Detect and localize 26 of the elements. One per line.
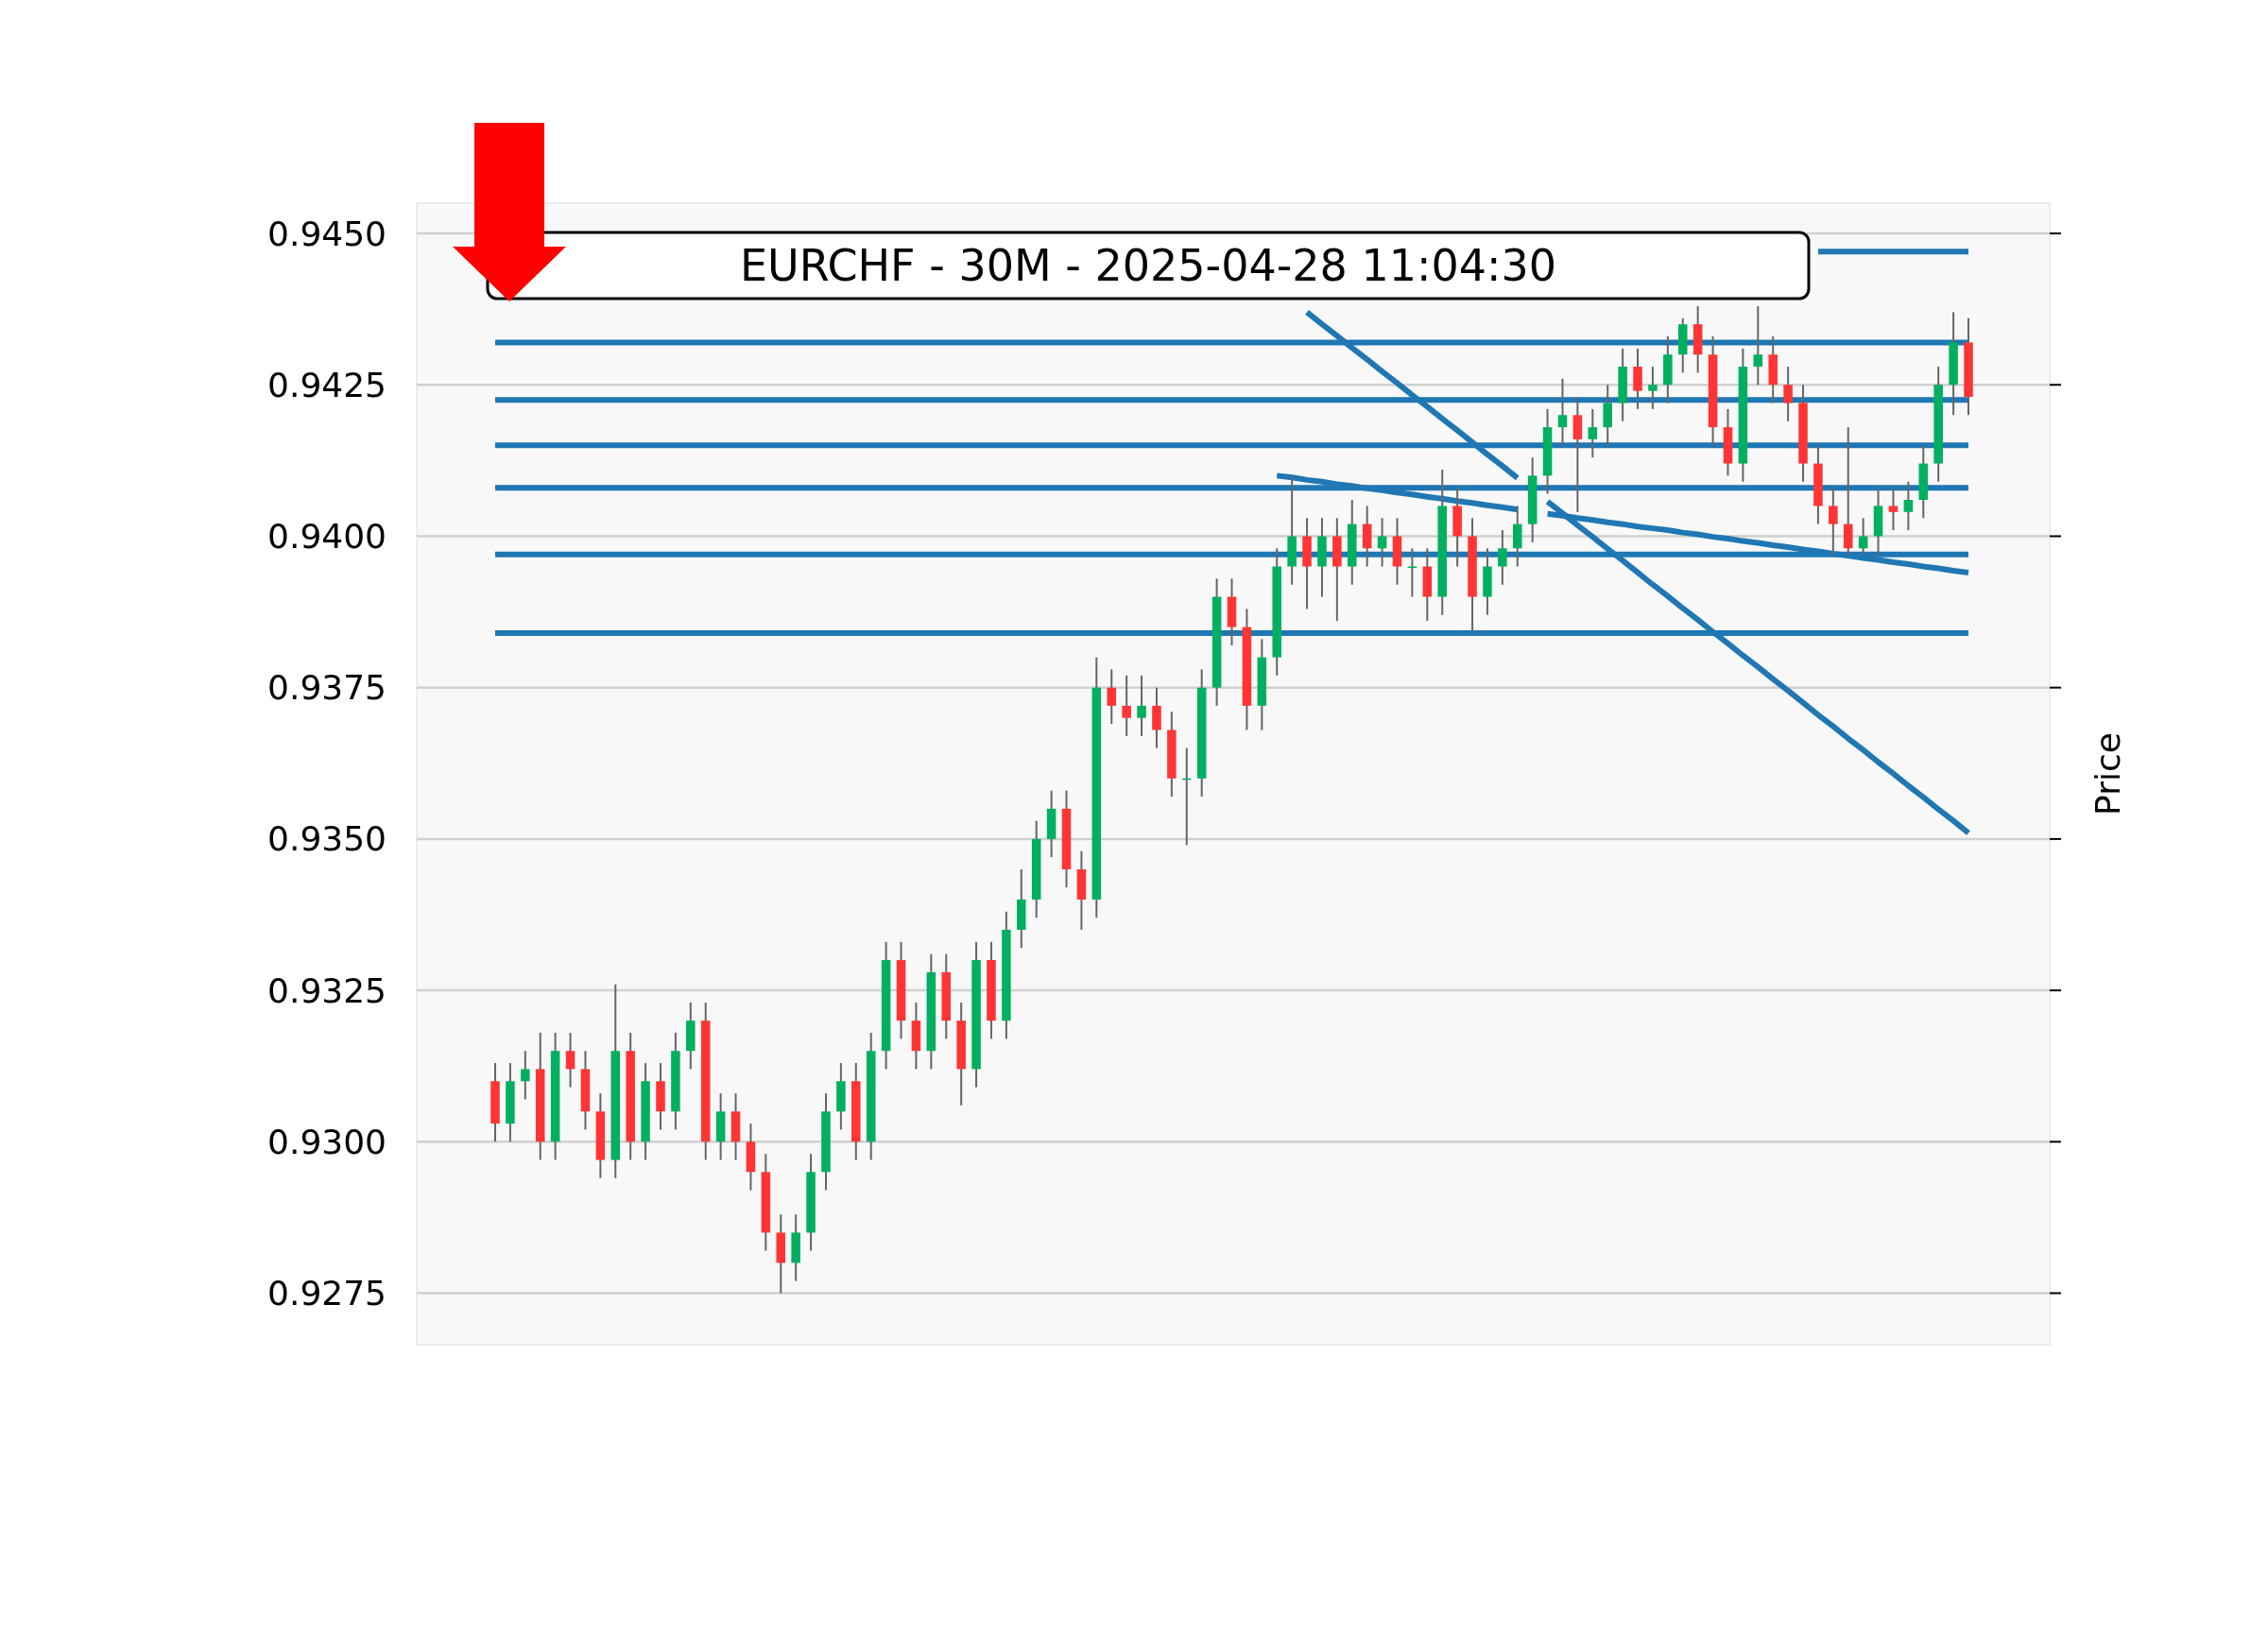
- candlestick: [1829, 487, 1838, 556]
- y-tick-label: 0.9450: [267, 214, 387, 253]
- y-tick-label: 0.9275: [267, 1274, 387, 1313]
- text: EURCHF - 30M - 2025-04-28 11:04:30: [739, 240, 1557, 292]
- candlestick: [565, 1031, 576, 1089]
- y-tick-label: 0.9300: [267, 1122, 387, 1161]
- candlestick: [1107, 668, 1116, 726]
- y-tick-label: 0.9400: [267, 517, 387, 557]
- candlestick: [1783, 366, 1793, 422]
- y-tick-label: 0.9350: [267, 819, 387, 859]
- candlestick: [1753, 304, 1763, 386]
- y-tick-label: 0.9425: [267, 365, 387, 404]
- candlestick: [1137, 674, 1146, 737]
- y-axis-title: Price: [2088, 732, 2127, 815]
- y-tick-label: 0.9325: [267, 970, 387, 1010]
- candlestick: [1588, 407, 1598, 459]
- candlestick: [1557, 377, 1568, 447]
- candlestick: [1903, 480, 1914, 532]
- candlestick: [1858, 517, 1868, 556]
- candlestick: [521, 1050, 530, 1101]
- candlestick: [1122, 674, 1131, 737]
- candlestick: [1498, 529, 1507, 586]
- candlestick: [1888, 487, 1899, 532]
- candlestick: [1377, 517, 1387, 568]
- y-tick-label: 0.9375: [267, 668, 387, 708]
- candlestick: [1648, 366, 1658, 410]
